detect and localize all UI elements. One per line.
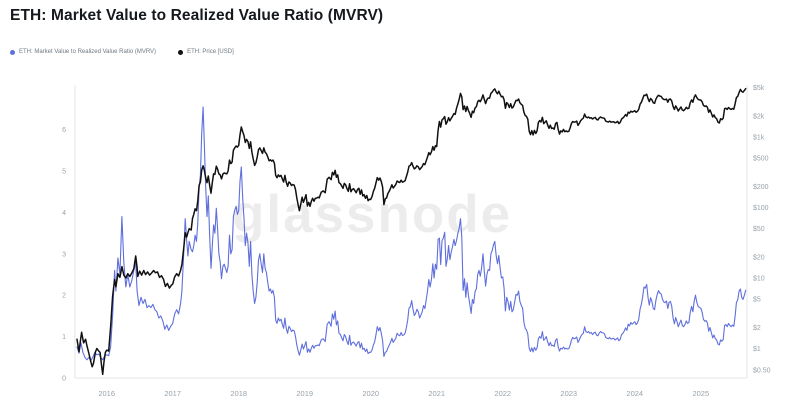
legend-item-mvrv[interactable]: ETH: Market Value to Realized Value Rati… [10, 49, 156, 55]
x-axis-tick-label: 2020 [362, 389, 379, 398]
legend-marker-price-icon [178, 49, 184, 55]
right-axis-tick-label: $200 [753, 184, 769, 191]
left-axis-tick-label: 0 [62, 376, 66, 383]
left-axis-tick-label: 3 [62, 251, 66, 258]
legend-label-mvrv: ETH: Market Value to Realized Value Rati… [19, 49, 157, 55]
legend-marker-mvrv-icon [10, 49, 15, 55]
right-axis-tick-label: $100 [753, 205, 769, 212]
x-axis-tick-label: 2019 [296, 389, 313, 398]
right-axis-tick-label: $5k [753, 85, 765, 92]
right-axis-tick-label: $500 [753, 156, 769, 163]
left-axis-tick-label: 5 [62, 169, 66, 176]
glassnode-watermark: glassnode [232, 185, 513, 244]
series-line-mvrv [76, 106, 747, 362]
x-axis-tick-label: 2024 [626, 389, 643, 398]
chart-legend: ETH: Market Value to Realized Value Rati… [10, 49, 234, 55]
right-axis-tick-label: $1k [753, 135, 765, 142]
chart-title: ETH: Market Value to Realized Value Rati… [10, 7, 384, 24]
left-axis-tick-label: 1 [62, 334, 66, 341]
right-axis-tick-label: $2 [753, 325, 761, 332]
legend-label-price: ETH: Price [USD] [187, 49, 234, 55]
right-axis-tick-label: $0.50 [753, 367, 771, 374]
left-axis-tick-label: 2 [62, 293, 66, 300]
x-axis-tick-label: 2017 [164, 389, 181, 398]
series-line-price [76, 87, 747, 376]
right-axis-tick-label: $20 [753, 254, 765, 261]
x-axis-tick-label: 2018 [230, 389, 247, 398]
legend-item-price[interactable]: ETH: Price [USD] [178, 49, 234, 55]
x-axis-tick-label: 2022 [494, 389, 511, 398]
right-axis-tick-label: $2k [753, 113, 765, 120]
right-axis-tick-label: $5 [753, 297, 761, 304]
right-axis-tick-label: $50 [753, 226, 765, 233]
left-axis-tick-label: 6 [62, 127, 66, 134]
x-axis-tick-label: 2021 [428, 389, 445, 398]
x-axis-tick-label: 2025 [692, 389, 709, 398]
left-axis-tick-label: 4 [62, 210, 66, 217]
x-axis-tick-label: 2016 [98, 389, 115, 398]
right-axis-tick-label: $10 [753, 276, 765, 283]
right-axis-tick-label: $1 [753, 346, 761, 353]
x-axis-tick-label: 2023 [560, 389, 577, 398]
